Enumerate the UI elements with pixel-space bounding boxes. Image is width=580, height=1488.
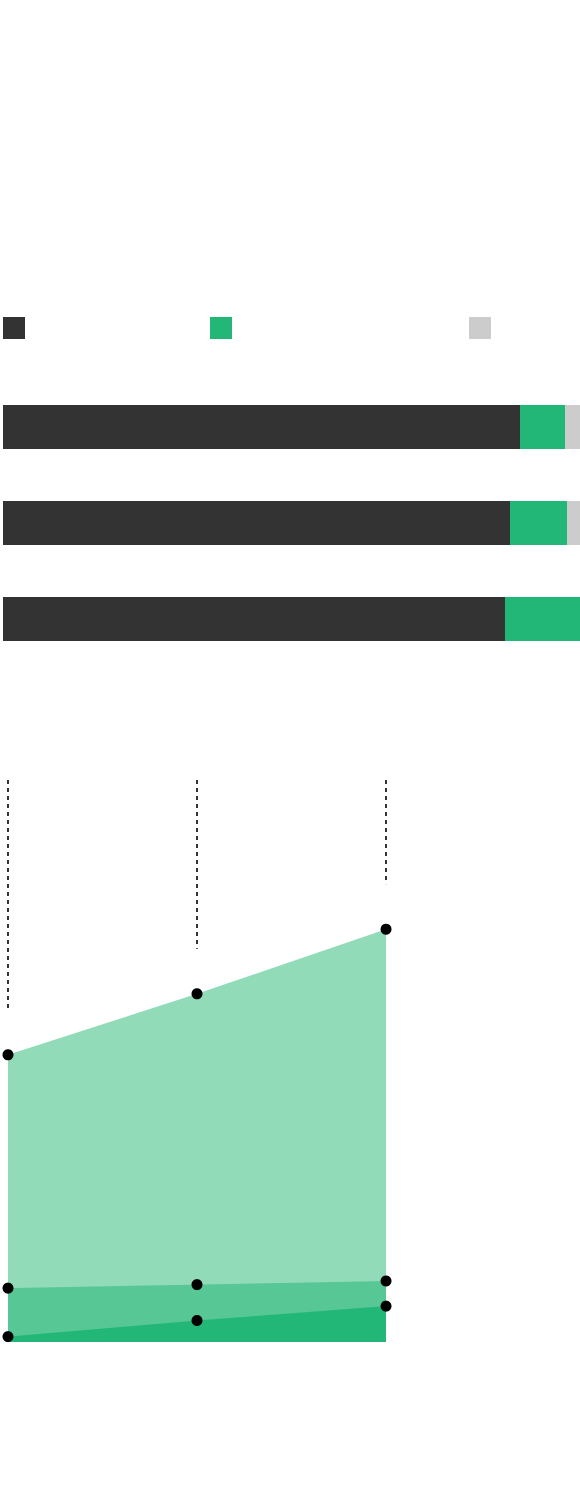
- bar-segment-series-2: [509, 501, 567, 545]
- bar-segment-series-1: [3, 405, 520, 449]
- area-series-3: [8, 929, 386, 1342]
- data-point-series-1: [191, 1315, 203, 1326]
- bar-row: [3, 501, 580, 545]
- bar-row: [3, 405, 580, 449]
- bar-row: [3, 597, 580, 641]
- bar-segment-series-2: [504, 597, 580, 641]
- bar-segment-series-1: [3, 501, 510, 545]
- data-point-series-3: [380, 923, 392, 935]
- bar-segment-series-2: [519, 405, 565, 449]
- data-point-series-1: [380, 1300, 392, 1312]
- legend-swatch-series-3: [469, 317, 491, 339]
- legend-swatch-series-1: [3, 317, 25, 339]
- data-point-series-2: [191, 1279, 203, 1291]
- data-point-series-3: [191, 988, 203, 1000]
- stacked-area-chart: [2, 780, 392, 1343]
- bar-segment-series-1: [3, 597, 505, 641]
- data-point-series-2: [2, 1282, 14, 1294]
- data-point-series-3: [2, 1049, 14, 1061]
- data-point-series-2: [380, 1275, 392, 1287]
- legend-swatch-series-2: [210, 317, 232, 339]
- data-point-series-1: [2, 1331, 14, 1343]
- bar-segment-series-3: [564, 405, 580, 449]
- bar-segment-series-3: [566, 501, 580, 545]
